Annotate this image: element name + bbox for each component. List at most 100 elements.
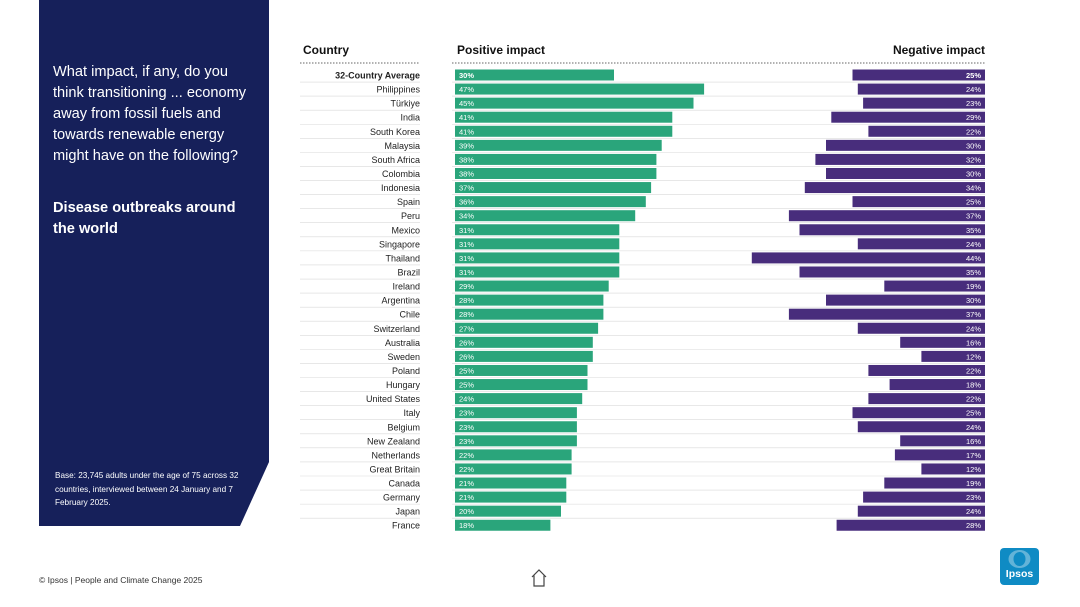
positive-value-label: 29%	[459, 282, 474, 291]
positive-value-label: 26%	[459, 338, 474, 347]
negative-value-label: 22%	[966, 395, 981, 404]
positive-bar	[455, 224, 620, 236]
negative-value-label: 24%	[966, 240, 981, 249]
country-label: Germany	[383, 493, 421, 503]
positive-value-label: 23%	[459, 423, 474, 432]
negative-value-label: 25%	[966, 71, 981, 80]
country-label: 32-Country Average	[335, 71, 420, 81]
country-label: India	[400, 113, 420, 123]
negative-value-label: 29%	[966, 113, 981, 122]
country-label: Hungary	[386, 380, 421, 390]
negative-bar	[857, 238, 985, 250]
country-label: Colombia	[382, 169, 420, 179]
negative-bar	[868, 364, 985, 376]
negative-value-label: 17%	[966, 451, 981, 460]
negative-value-label: 28%	[966, 521, 981, 530]
negative-bar	[751, 252, 985, 264]
positive-bar	[455, 477, 567, 489]
positive-value-label: 38%	[459, 169, 474, 178]
negative-value-label: 19%	[966, 479, 981, 488]
positive-bar	[455, 308, 604, 320]
positive-bar	[455, 252, 620, 264]
positive-bar	[455, 266, 620, 278]
negative-value-label: 12%	[966, 352, 981, 361]
positive-value-label: 34%	[459, 212, 474, 221]
positive-value-label: 21%	[459, 479, 474, 488]
country-label: Japan	[395, 507, 420, 517]
country-label: Peru	[401, 211, 420, 221]
country-label: Belgium	[387, 422, 420, 432]
positive-bar	[455, 379, 588, 391]
positive-bar	[455, 364, 588, 376]
country-label: South Korea	[370, 127, 420, 137]
negative-bar	[815, 153, 985, 165]
ipsos-logo-text: Ipsos	[1005, 568, 1034, 580]
positive-value-label: 23%	[459, 409, 474, 418]
negative-bar	[863, 491, 985, 503]
positive-bar	[455, 407, 577, 419]
negative-bar	[868, 393, 985, 405]
country-label: Argentina	[381, 296, 420, 306]
negative-value-label: 25%	[966, 409, 981, 418]
positive-bar	[455, 125, 673, 137]
negative-value-label: 44%	[966, 254, 981, 263]
negative-value-label: 22%	[966, 127, 981, 136]
positive-value-label: 20%	[459, 507, 474, 516]
positive-bar	[455, 97, 694, 109]
positive-bar	[455, 196, 646, 208]
country-label: Thailand	[385, 253, 420, 263]
negative-bar	[863, 97, 985, 109]
header-positive: Positive impact	[457, 43, 545, 57]
negative-value-label: 35%	[966, 226, 981, 235]
country-label: France	[392, 521, 420, 531]
negative-bar	[868, 125, 985, 137]
positive-bar	[455, 167, 657, 179]
negative-value-label: 30%	[966, 169, 981, 178]
positive-bar	[455, 491, 567, 503]
negative-bar	[921, 463, 985, 475]
negative-bar	[884, 280, 985, 292]
positive-bar	[455, 350, 593, 362]
country-label: Türkiye	[390, 99, 420, 109]
positive-bar	[455, 449, 572, 461]
negative-bar	[831, 111, 985, 123]
base-note: Base: 23,745 adults under the age of 75 …	[55, 471, 239, 507]
negative-bar	[894, 449, 985, 461]
ipsos-logo: Ipsos	[1000, 548, 1039, 585]
positive-value-label: 23%	[459, 437, 474, 446]
positive-value-label: 38%	[459, 155, 474, 164]
positive-value-label: 31%	[459, 240, 474, 249]
negative-value-label: 32%	[966, 155, 981, 164]
negative-value-label: 18%	[966, 381, 981, 390]
negative-value-label: 30%	[966, 141, 981, 150]
positive-value-label: 28%	[459, 310, 474, 319]
positive-value-label: 26%	[459, 352, 474, 361]
country-label: Australia	[385, 338, 420, 348]
country-label: Sweden	[387, 352, 420, 362]
positive-value-label: 37%	[459, 184, 474, 193]
negative-bar	[857, 505, 985, 517]
home-icon[interactable]	[531, 569, 547, 587]
negative-bar	[804, 182, 985, 194]
positive-bar	[455, 519, 551, 531]
header-country: Country	[303, 43, 349, 57]
positive-value-label: 47%	[459, 85, 474, 94]
negative-value-label: 16%	[966, 437, 981, 446]
positive-value-label: 41%	[459, 127, 474, 136]
country-label: Chile	[399, 310, 420, 320]
ipsos-logo-mark	[1000, 548, 1039, 585]
positive-value-label: 22%	[459, 451, 474, 460]
negative-value-label: 24%	[966, 85, 981, 94]
negative-value-label: 25%	[966, 198, 981, 207]
country-label: South Africa	[371, 155, 420, 165]
negative-value-label: 34%	[966, 184, 981, 193]
negative-value-label: 35%	[966, 268, 981, 277]
negative-value-label: 12%	[966, 465, 981, 474]
country-label: Canada	[388, 479, 420, 489]
negative-value-label: 37%	[966, 310, 981, 319]
country-label: Brazil	[397, 267, 420, 277]
negative-value-label: 23%	[966, 99, 981, 108]
topic-title: Disease outbreaks around the world	[53, 200, 236, 237]
positive-value-label: 39%	[459, 141, 474, 150]
diverging-bar-chart: Country Positive impact Negative impact 32-…	[300, 43, 985, 531]
